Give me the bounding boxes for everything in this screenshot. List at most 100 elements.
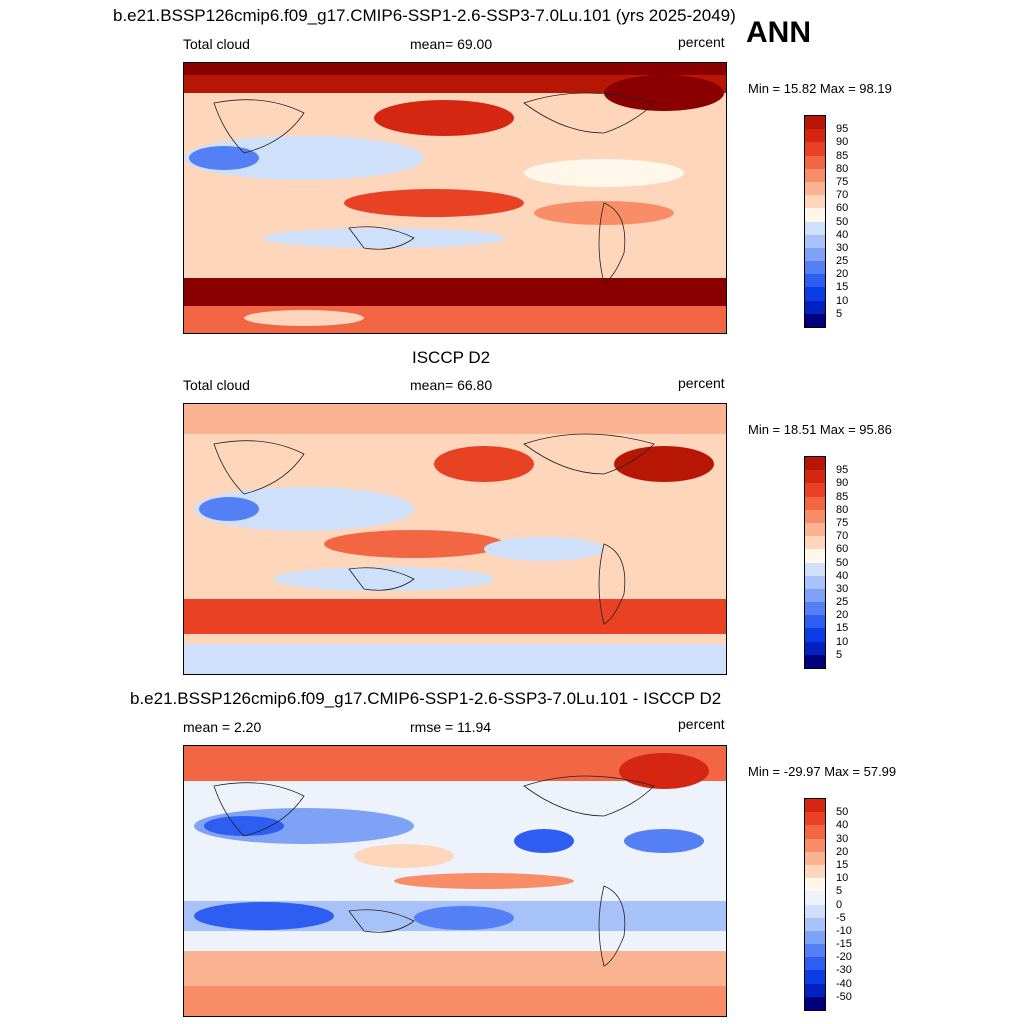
colorbar-swatch (805, 799, 825, 813)
colorbar-swatch (805, 983, 825, 997)
colorbar-tick-label: 5 (836, 885, 843, 898)
colorbar-swatch (805, 129, 825, 143)
colorbar-swatch (805, 930, 825, 945)
colorbar-tick-label: 50 (836, 556, 849, 569)
colorbar-tick-label: 40 (836, 819, 849, 832)
colorbar-swatch (805, 274, 825, 288)
colorbar-tick-label: 10 (836, 872, 849, 885)
panel3-map (183, 745, 727, 1017)
colorbar-tick-label: 60 (836, 202, 849, 215)
colorbar-swatch (805, 838, 825, 852)
colorbar-swatch (805, 996, 825, 1010)
colorbar-swatch (805, 602, 825, 616)
colorbar-swatch (805, 536, 825, 550)
colorbar-tick-label: 50 (836, 806, 849, 819)
colorbar-tick-label: 30 (836, 582, 849, 595)
colorbar-swatch (805, 641, 825, 655)
colorbar-swatch (805, 654, 825, 668)
colorbar-swatch (805, 483, 825, 497)
panel1-colorbar-swatches (805, 116, 825, 327)
colorbar-tick-label: 20 (836, 845, 849, 858)
colorbar-swatch (805, 247, 825, 262)
panel3-minmax: Min = -29.97 Max = 57.99 (748, 764, 897, 779)
colorbar-swatch (805, 549, 825, 563)
colorbar-tick-label: -10 (836, 924, 852, 937)
colorbar-tick-label: 90 (836, 477, 849, 490)
colorbar-tick-label: 15 (836, 622, 849, 635)
colorbar-tick-label: 0 (836, 898, 843, 911)
colorbar-swatch (805, 864, 825, 879)
colorbar-tick-label: 15 (836, 281, 849, 294)
colorbar-swatch (805, 261, 825, 275)
panel2-units-label: percent (678, 375, 725, 391)
colorbar-swatch (805, 142, 825, 156)
panel1-title: b.e21.BSSP126cmip6.f09_g17.CMIP6-SSP1-2.… (113, 6, 736, 25)
colorbar-swatch (805, 628, 825, 642)
colorbar-swatch (805, 470, 825, 484)
colorbar-tick-label: -5 (836, 911, 846, 924)
panel3-mean-label: mean = 2.20 (183, 719, 262, 735)
panel1-minmax: Min = 15.82 Max = 98.19 (748, 81, 892, 96)
panel3-colorbar (804, 798, 826, 1011)
colorbar-swatch (805, 155, 825, 169)
colorbar-tick-label: 30 (836, 241, 849, 254)
colorbar-swatch (805, 825, 825, 839)
colorbar-swatch (805, 562, 825, 576)
colorbar-tick-label: 75 (836, 175, 849, 188)
colorbar-tick-label: -50 (836, 990, 852, 1003)
colorbar-swatch (805, 957, 825, 971)
colorbar-tick-label: 5 (836, 648, 843, 661)
colorbar-tick-label: 10 (836, 635, 849, 648)
colorbar-tick-label: 40 (836, 569, 849, 582)
colorbar-tick-label: 80 (836, 162, 849, 175)
colorbar-tick-label: 40 (836, 228, 849, 241)
panel3-rmse-label: rmse = 11.94 (410, 719, 492, 735)
panel2-title: ISCCP D2 (412, 348, 491, 367)
panel2-map (183, 403, 727, 675)
colorbar-tick-label: -30 (836, 964, 852, 977)
colorbar-swatch (805, 181, 825, 196)
colorbar-swatch (805, 522, 825, 537)
panel2-mean-label: mean= 66.80 (410, 377, 493, 393)
colorbar-swatch (805, 195, 825, 209)
colorbar-tick-label: 60 (836, 543, 849, 556)
colorbar-swatch (805, 878, 825, 892)
colorbar-swatch (805, 287, 825, 301)
panel1-units-label: percent (678, 34, 725, 50)
colorbar-tick-label: 95 (836, 464, 849, 477)
panel2-colorbar-swatches (805, 457, 825, 668)
panel3-title: b.e21.BSSP126cmip6.f09_g17.CMIP6-SSP1-2.… (130, 689, 722, 708)
colorbar-swatch (805, 944, 825, 958)
panel1-variable-label: Total cloud (183, 36, 250, 52)
panel2-variable-label: Total cloud (183, 377, 250, 393)
colorbar-tick-label: 85 (836, 490, 849, 503)
panel2-minmax: Min = 18.51 Max = 95.86 (748, 422, 892, 437)
colorbar-swatch (805, 917, 825, 931)
colorbar-tick-label: 75 (836, 516, 849, 529)
colorbar-tick-label: 30 (836, 832, 849, 845)
colorbar-swatch (805, 234, 825, 248)
colorbar-swatch (805, 812, 825, 826)
colorbar-tick-label: -20 (836, 951, 852, 964)
panel1-colorbar (804, 115, 826, 328)
colorbar-swatch (805, 851, 825, 865)
colorbar-tick-label: 25 (836, 255, 849, 268)
panel1-map (183, 62, 727, 334)
colorbar-swatch (805, 313, 825, 327)
colorbar-swatch (805, 168, 825, 182)
colorbar-swatch (805, 970, 825, 984)
colorbar-tick-label: 20 (836, 609, 849, 622)
colorbar-swatch (805, 116, 825, 130)
season-label: ANN (746, 16, 811, 49)
panel1-mean-label: mean= 69.00 (410, 36, 493, 52)
colorbar-swatch (805, 588, 825, 603)
colorbar-swatch (805, 221, 825, 235)
panel3-colorbar-swatches (805, 799, 825, 1010)
colorbar-tick-label: 70 (836, 189, 849, 202)
colorbar-tick-label: 25 (836, 596, 849, 609)
panel2-colorbar (804, 456, 826, 669)
colorbar-tick-label: 90 (836, 136, 849, 149)
colorbar-tick-label: 85 (836, 149, 849, 162)
colorbar-tick-label: 50 (836, 215, 849, 228)
colorbar-tick-label: 80 (836, 503, 849, 516)
